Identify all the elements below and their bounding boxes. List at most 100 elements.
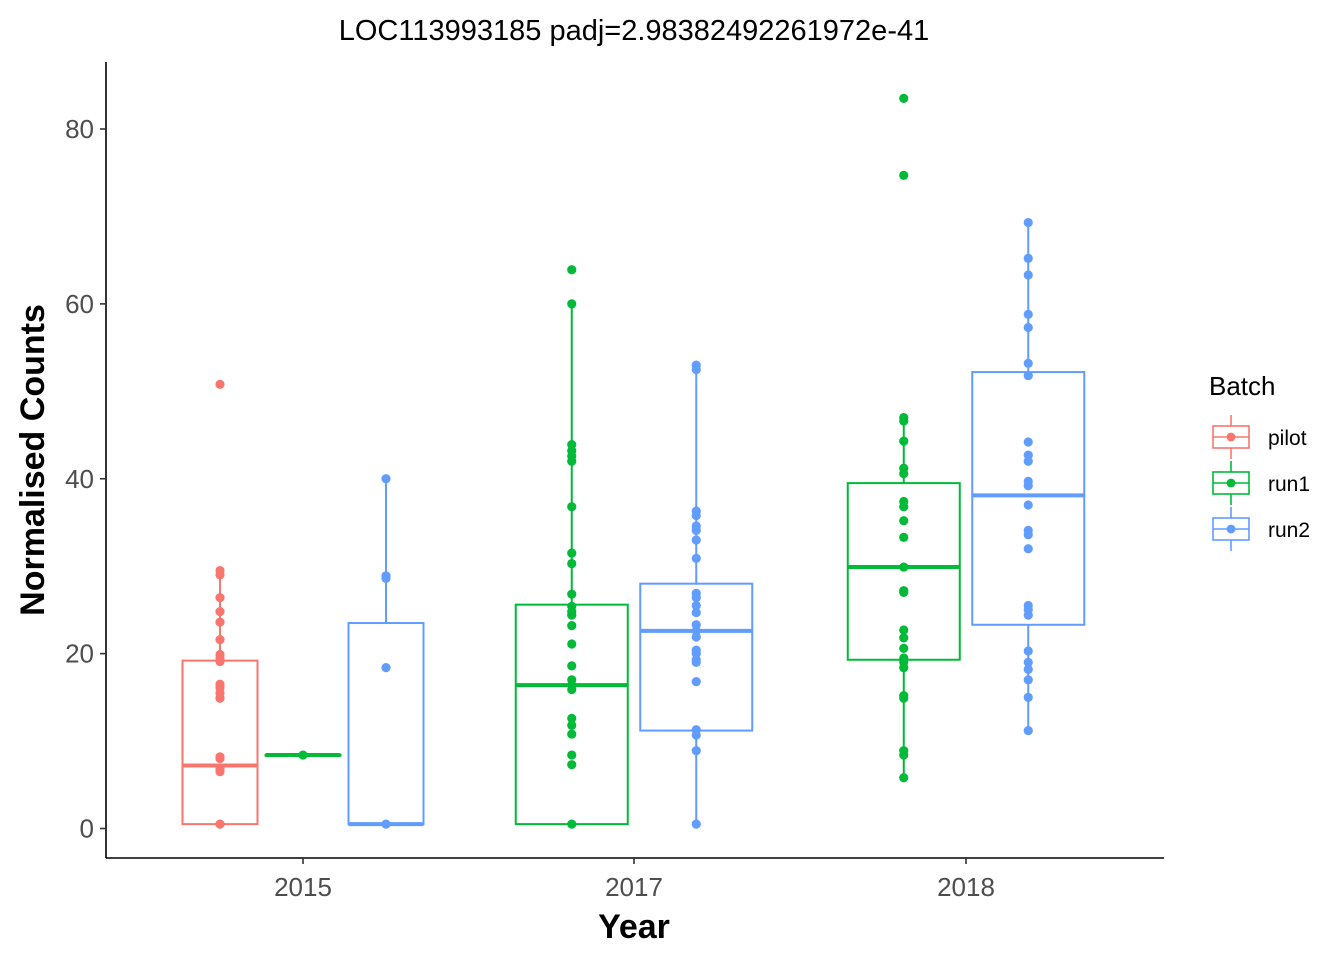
data-point — [691, 657, 701, 667]
data-point — [381, 573, 391, 584]
data-point — [691, 553, 701, 563]
legend-label: run2 — [1268, 519, 1310, 542]
data-point — [567, 713, 577, 723]
data-point — [215, 767, 225, 777]
data-point — [899, 416, 909, 426]
data-point — [1023, 657, 1033, 667]
data-point — [567, 456, 577, 466]
data-point — [381, 474, 391, 484]
data-point — [381, 663, 391, 673]
data-point — [1023, 270, 1033, 280]
data-point — [567, 661, 577, 671]
legend-items: pilot run1 run2 — [1212, 415, 1310, 551]
data-point — [567, 265, 577, 275]
data-point — [1023, 664, 1033, 674]
data-point — [899, 502, 909, 512]
box-run1-2017 — [514, 265, 629, 829]
legend-key-point — [1226, 432, 1236, 442]
data-point — [1023, 610, 1033, 620]
data-point — [215, 819, 225, 829]
data-point — [567, 639, 577, 649]
data-point — [1023, 675, 1033, 685]
data-point — [215, 617, 225, 627]
y-tick-label: 0 — [80, 814, 94, 844]
legend-label: pilot — [1268, 427, 1307, 450]
data-point — [567, 819, 577, 829]
data-point — [899, 516, 909, 526]
data-point — [1023, 456, 1033, 466]
data-point — [1023, 309, 1033, 319]
data-point — [567, 610, 577, 620]
data-point — [215, 693, 225, 703]
data-point — [899, 562, 909, 572]
data-point — [899, 625, 909, 635]
data-point — [691, 535, 701, 545]
data-point — [1023, 217, 1033, 228]
data-point — [899, 532, 909, 542]
data-point — [215, 656, 225, 667]
data-point — [899, 468, 909, 479]
data-point — [899, 663, 909, 673]
legend-item-pilot: pilot — [1212, 415, 1307, 459]
data-point — [1023, 437, 1033, 447]
data-point — [567, 299, 577, 309]
data-point — [567, 502, 577, 512]
data-point — [899, 170, 909, 180]
data-point — [1023, 725, 1033, 736]
data-point — [567, 760, 577, 770]
y-tick-label: 80 — [65, 114, 94, 144]
data-point — [567, 750, 577, 760]
x-axis-title: Year — [598, 908, 670, 946]
data-point — [1023, 500, 1033, 510]
data-point — [298, 750, 308, 760]
box-run2-2018 — [971, 217, 1086, 736]
data-point — [691, 632, 701, 642]
data-point — [567, 684, 577, 695]
box-pilot-2015 — [181, 379, 259, 829]
data-point — [1023, 358, 1033, 368]
box-run1-2015 — [264, 750, 342, 760]
x-tick-label: 2015 — [274, 872, 332, 902]
data-point — [691, 819, 701, 829]
data-point — [1023, 253, 1033, 264]
legend-item-run2: run2 — [1212, 507, 1310, 551]
plot-area — [181, 93, 1086, 829]
data-point — [215, 753, 225, 764]
data-point — [691, 364, 701, 375]
data-point — [215, 570, 225, 580]
data-point — [691, 677, 701, 687]
data-point — [691, 730, 701, 740]
data-point — [1023, 692, 1033, 702]
data-point — [1023, 544, 1033, 554]
legend-key-point — [1226, 524, 1236, 534]
data-point — [567, 548, 577, 558]
y-tick-label: 40 — [65, 464, 94, 494]
data-point — [899, 693, 909, 703]
data-point — [567, 720, 577, 730]
data-point — [1023, 322, 1033, 333]
data-point — [899, 643, 909, 653]
legend-title: Batch — [1209, 371, 1276, 401]
data-point — [899, 93, 909, 103]
data-point — [899, 436, 909, 446]
box-rect — [971, 371, 1086, 626]
data-point — [691, 525, 701, 535]
legend-label: run1 — [1268, 473, 1310, 496]
data-point — [1023, 646, 1033, 656]
data-point — [691, 607, 701, 618]
data-point — [215, 635, 225, 645]
data-point — [215, 593, 225, 603]
y-tick-label: 20 — [65, 639, 94, 669]
chart-title: LOC113993185 padj=2.98382492261972e-41 — [339, 15, 929, 47]
data-point — [1023, 530, 1033, 540]
data-point — [567, 621, 577, 631]
data-point — [1023, 481, 1033, 491]
legend: Batch pilot run1 run2 — [1209, 371, 1310, 551]
data-point — [1023, 370, 1033, 381]
data-point — [691, 510, 701, 521]
data-point — [691, 600, 701, 611]
data-point — [899, 773, 909, 783]
box-rect — [347, 622, 425, 826]
data-point — [691, 746, 701, 756]
